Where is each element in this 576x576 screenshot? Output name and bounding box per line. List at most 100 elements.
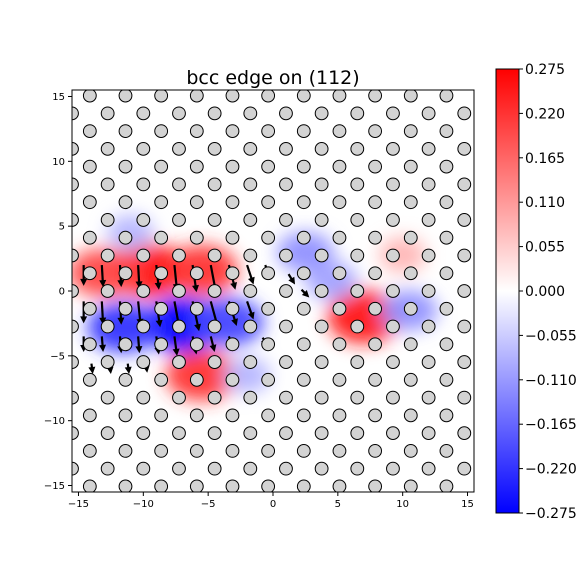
- atom-marker: [189, 301, 204, 316]
- atom-marker: [154, 479, 169, 492]
- atom-marker: [48, 373, 61, 386]
- atom-marker: [457, 390, 472, 405]
- atom-marker: [421, 461, 436, 476]
- atom-marker: [100, 213, 115, 227]
- atom-marker: [279, 355, 293, 369]
- arrow-head: [124, 366, 132, 374]
- arrow-head: [194, 323, 202, 332]
- atom-marker: [243, 106, 258, 121]
- arrow-shaft: [246, 264, 254, 281]
- atom-marker: [476, 196, 489, 209]
- atom-marker: [403, 159, 418, 174]
- field-hotspot: [277, 231, 334, 273]
- atom-marker: [368, 479, 383, 492]
- atom-marker: [30, 498, 43, 511]
- atom-marker: [439, 266, 454, 281]
- atom-marker: [386, 141, 400, 156]
- atom-marker: [155, 54, 168, 67]
- atom-marker: [332, 479, 347, 492]
- arrow-head: [209, 344, 217, 352]
- atom-marker: [457, 284, 472, 298]
- atom-marker: [243, 390, 258, 405]
- atom-marker: [207, 248, 222, 263]
- atom-marker: [457, 106, 472, 121]
- y-tick-label: −15: [44, 481, 65, 492]
- atom-marker: [476, 480, 489, 493]
- atom-marker: [243, 426, 258, 441]
- arrow-head: [99, 279, 107, 288]
- atom-marker: [82, 266, 97, 281]
- atom-marker: [189, 159, 204, 174]
- atom-marker: [421, 106, 436, 121]
- y-tick-label: 5: [59, 222, 65, 233]
- colorbar-tick-label: 0.055: [525, 240, 565, 256]
- atom-marker: [225, 90, 240, 103]
- atom-marker: [72, 319, 79, 334]
- atom-marker: [118, 372, 133, 387]
- arrow-shaft: [173, 264, 178, 287]
- atom-marker: [297, 516, 310, 529]
- atom-marker: [476, 373, 489, 386]
- atom-marker: [136, 213, 151, 227]
- atom-marker: [48, 196, 61, 209]
- atom-marker: [226, 54, 239, 67]
- y-tick-label: −5: [50, 351, 65, 362]
- atom-marker: [172, 177, 186, 192]
- atom-marker: [207, 177, 222, 192]
- arrow-head: [154, 282, 162, 290]
- atom-marker: [403, 90, 418, 103]
- atom-marker: [48, 338, 61, 351]
- atom-marker: [172, 106, 186, 121]
- atom-marker: [315, 498, 328, 511]
- atom-marker: [136, 461, 151, 476]
- arrow-shaft: [173, 336, 178, 352]
- atom-marker: [207, 426, 222, 441]
- atom-marker: [368, 337, 383, 352]
- atom-marker: [154, 90, 169, 103]
- atom-marker: [72, 284, 79, 298]
- atom-marker: [30, 285, 43, 298]
- atom-marker: [279, 248, 293, 263]
- atom-marker: [351, 498, 364, 511]
- atom-marker: [48, 54, 61, 67]
- atom-marker: [421, 213, 436, 227]
- atom-marker: [72, 177, 79, 192]
- atom-marker: [30, 71, 43, 84]
- atom-marker: [386, 426, 400, 441]
- atom-marker: [189, 266, 204, 281]
- atom-marker: [332, 337, 347, 352]
- atom-marker: [333, 516, 346, 529]
- atom-marker: [439, 159, 454, 174]
- atom-marker: [136, 248, 151, 263]
- atom-marker: [368, 90, 383, 103]
- displacement-arrow: [99, 264, 107, 288]
- arrow-shaft: [100, 301, 104, 320]
- atom-marker: [439, 90, 454, 103]
- atom-marker: [243, 248, 258, 263]
- x-tick-label: 15: [461, 499, 474, 510]
- x-tick-label: −5: [201, 499, 216, 510]
- atom-marker: [82, 195, 97, 210]
- atom-marker: [457, 426, 472, 441]
- atom-marker: [207, 319, 222, 334]
- atom-marker: [172, 426, 186, 441]
- atom-marker: [369, 54, 382, 67]
- atom-marker: [476, 54, 489, 67]
- atom-marker: [279, 141, 293, 156]
- atom-marker: [154, 337, 169, 352]
- atom-marker: [82, 408, 97, 423]
- atom-marker: [173, 71, 186, 84]
- atom-marker: [368, 408, 383, 423]
- y-tick-label: −10: [44, 416, 65, 427]
- arrow-shaft: [209, 264, 217, 288]
- atom-marker: [368, 159, 383, 174]
- atom-marker: [296, 90, 311, 103]
- arrow-head: [135, 281, 143, 289]
- atom-marker: [30, 178, 43, 191]
- atom-marker: [189, 90, 204, 103]
- atom-marker: [314, 177, 329, 192]
- atom-marker: [154, 195, 169, 210]
- atom-marker: [476, 338, 489, 351]
- displacement-arrow: [300, 288, 310, 298]
- atom-marker: [100, 248, 115, 263]
